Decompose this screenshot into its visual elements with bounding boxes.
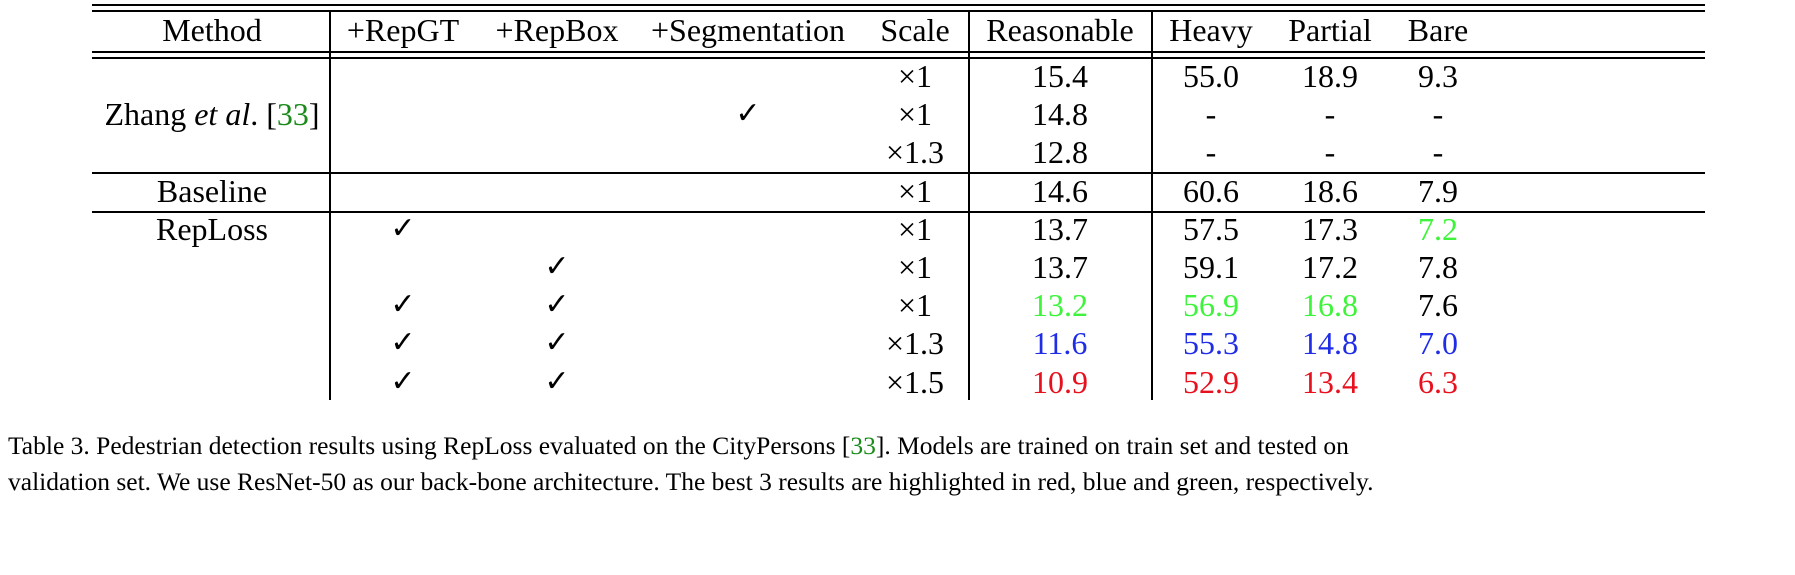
cell-partial: 17.3 xyxy=(1302,210,1358,247)
checkmark-icon: ✓ xyxy=(390,325,416,361)
cell-heavy: 55.0 xyxy=(1183,58,1239,94)
checkmark-icon: ✓ xyxy=(735,96,761,132)
header-partial: Partial xyxy=(1288,12,1372,48)
column-rule-scale xyxy=(968,11,970,400)
cell-scale: ×1.3 xyxy=(885,325,945,362)
cell-scale: ×1 xyxy=(897,172,933,209)
checkmark-icon: ✓ xyxy=(390,210,416,246)
cell-bare: 7.6 xyxy=(1418,287,1458,324)
cell-scale: ×1 xyxy=(897,287,933,324)
cell-reasonable: 14.6 xyxy=(1032,172,1088,209)
cell-bare: 7.2 xyxy=(1418,210,1458,247)
cell-scale: ×1 xyxy=(897,96,933,133)
cell-partial: 18.9 xyxy=(1302,58,1358,94)
cell-bare: 9.3 xyxy=(1418,58,1458,94)
header-segmentation: +Segmentation xyxy=(650,12,845,48)
cell-scale: ×1.3 xyxy=(885,134,945,171)
header-reasonable: Reasonable xyxy=(986,12,1134,48)
header-method: Method xyxy=(162,12,262,48)
caption-text: Table 3. Pedestrian detection results us… xyxy=(8,431,851,460)
top-rule xyxy=(92,4,1705,6)
cell-scale: ×1.5 xyxy=(885,363,945,400)
cell-partial: - xyxy=(1324,134,1336,171)
cell-reasonable: 11.6 xyxy=(1032,325,1088,362)
cell-bare: 7.9 xyxy=(1418,172,1458,209)
method-citation-link[interactable]: 33 xyxy=(276,96,309,133)
cell-heavy: 56.9 xyxy=(1183,287,1239,324)
cell-heavy: 60.6 xyxy=(1183,172,1239,209)
cell-partial: 17.2 xyxy=(1302,249,1358,285)
cell-bare: 7.0 xyxy=(1418,325,1458,362)
cell-reasonable: 12.8 xyxy=(1032,134,1088,171)
cell-bare: - xyxy=(1432,96,1444,133)
cell-scale: ×1 xyxy=(897,249,933,285)
caption-line-1: Table 3. Pedestrian detection results us… xyxy=(8,428,1788,464)
group-rule-reploss xyxy=(92,211,1705,213)
header-rule-second xyxy=(92,57,1705,59)
cell-scale: ×1 xyxy=(897,210,933,247)
checkmark-icon: ✓ xyxy=(390,363,416,399)
caption-text: ]. Models are trained on train set and t… xyxy=(875,431,1349,460)
checkmark-icon: ✓ xyxy=(544,363,570,399)
header-bare: Bare xyxy=(1407,12,1469,48)
cell-reasonable: 13.7 xyxy=(1032,249,1088,285)
column-rule-reasonable xyxy=(1151,11,1153,400)
header-repgt: +RepGT xyxy=(346,12,460,48)
cell-bare: 6.3 xyxy=(1418,363,1458,400)
cell-partial: 13.4 xyxy=(1302,363,1358,400)
cell-scale: ×1 xyxy=(897,58,933,94)
top-rule-second xyxy=(92,10,1705,12)
column-rule-method xyxy=(329,11,331,400)
table-caption: Table 3. Pedestrian detection results us… xyxy=(8,428,1788,500)
cell-heavy: 52.9 xyxy=(1183,363,1239,400)
cell-heavy: - xyxy=(1205,96,1217,133)
header-rule xyxy=(92,51,1705,53)
cell-reasonable: 13.7 xyxy=(1032,210,1088,247)
cell-heavy: - xyxy=(1205,134,1217,171)
cell-heavy: 59.1 xyxy=(1183,249,1239,285)
cell-partial: 14.8 xyxy=(1302,325,1358,362)
cell-reasonable: 10.9 xyxy=(1032,363,1088,400)
method-name: RepLoss xyxy=(156,210,268,247)
checkmark-icon: ✓ xyxy=(544,325,570,361)
header-heavy: Heavy xyxy=(1169,12,1253,48)
cell-bare: - xyxy=(1432,134,1444,171)
caption-citation-link[interactable]: 33 xyxy=(850,431,876,460)
group-rule-baseline xyxy=(92,172,1705,174)
method-name: Baseline xyxy=(156,172,268,209)
cell-partial: 16.8 xyxy=(1302,287,1358,324)
checkmark-icon: ✓ xyxy=(544,249,570,284)
method-name: Zhang et al. [33] xyxy=(104,96,320,133)
cell-heavy: 55.3 xyxy=(1183,325,1239,362)
cell-bare: 7.8 xyxy=(1418,249,1458,285)
cell-reasonable: 15.4 xyxy=(1032,58,1088,94)
cell-partial: - xyxy=(1324,96,1336,133)
header-repbox: +RepBox xyxy=(495,12,619,48)
cell-heavy: 57.5 xyxy=(1183,210,1239,247)
checkmark-icon: ✓ xyxy=(544,287,570,323)
cell-reasonable: 13.2 xyxy=(1032,287,1088,324)
cell-partial: 18.6 xyxy=(1302,172,1358,209)
caption-line-2: validation set. We use ResNet-50 as our … xyxy=(8,467,1374,496)
checkmark-icon: ✓ xyxy=(390,287,416,323)
cell-reasonable: 14.8 xyxy=(1032,96,1088,133)
header-scale: Scale xyxy=(880,12,950,48)
